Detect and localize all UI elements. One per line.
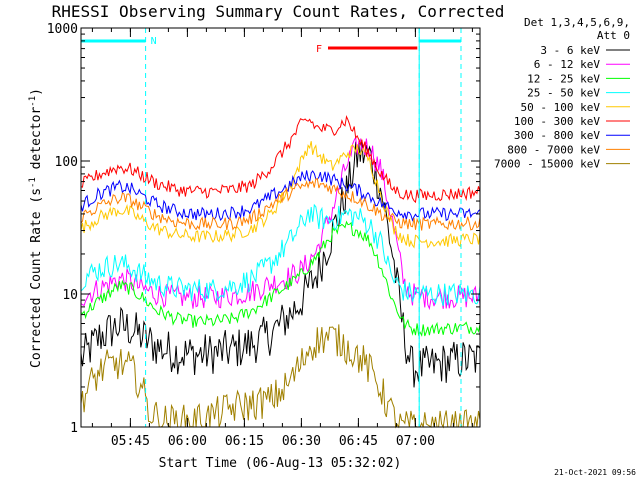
legend-label-9: 7000 - 15000 keV	[494, 158, 600, 171]
x-tick-label: 06:30	[282, 434, 321, 449]
series-line-6	[80, 115, 481, 204]
legend-label-5: 50 - 100 keV	[521, 101, 601, 114]
series-line-5	[80, 141, 481, 249]
plot-frame	[80, 27, 481, 428]
legend-label-7: 300 - 800 keV	[514, 129, 600, 142]
y-label-sup-2: -1	[28, 96, 38, 107]
legend-label-6: 100 - 300 keV	[514, 115, 600, 128]
y-label-part-2: detector	[29, 107, 44, 178]
series-line-9	[80, 324, 481, 429]
legend-label-2: 6 - 12 keV	[534, 58, 601, 71]
series-line-3	[80, 220, 481, 337]
detectors-label-line1: Det 1,3,4,5,6,9,	[524, 16, 630, 29]
y-tick-label: 1000	[47, 22, 78, 37]
detectors-label-line2: Att 0	[597, 29, 630, 42]
x-tick-label: 07:00	[396, 434, 435, 449]
series-line-2	[80, 135, 481, 311]
y-tick-label: 100	[55, 155, 78, 170]
y-tick-label: 10	[62, 288, 78, 303]
series-line-4	[80, 203, 481, 307]
y-label-sup-1: -1	[28, 177, 38, 188]
legend-label-3: 12 - 25 keV	[527, 72, 600, 85]
observing-annotations: NF	[80, 28, 462, 427]
x-tick-label: 06:00	[168, 434, 207, 449]
legend-label-1: 3 - 6 keV	[540, 44, 600, 57]
y-axis-label: Corrected Count Rate (s-1 detector-1)	[28, 88, 44, 368]
y-label-part-1: Corrected Count Rate (s	[29, 188, 44, 368]
chart-title: RHESSI Observing Summary Count Rates, Co…	[52, 2, 505, 21]
night-label: N	[151, 36, 157, 47]
x-axis-label: Start Time (06-Aug-13 05:32:02)	[159, 456, 402, 471]
flare-label: F	[316, 44, 322, 55]
legend-label-4: 25 - 50 keV	[527, 87, 600, 100]
y-label-part-3: )	[29, 88, 44, 96]
x-tick-label: 06:45	[339, 434, 378, 449]
x-tick-label: 05:45	[111, 434, 150, 449]
x-tick-label: 06:15	[225, 434, 264, 449]
series-line-8	[80, 177, 481, 231]
series-line-1	[80, 140, 481, 388]
axes-group: 1 10 100 1000 05:45 06:00 06:15 06:30 06:45 07:00	[47, 22, 481, 449]
y-tick-label: 1	[70, 421, 78, 436]
legend-label-8: 800 - 7000 keV	[507, 143, 600, 156]
series-line-7	[80, 170, 481, 222]
series-curves	[80, 115, 481, 429]
timestamp-label: 21-Oct-2021 09:56	[554, 468, 636, 477]
